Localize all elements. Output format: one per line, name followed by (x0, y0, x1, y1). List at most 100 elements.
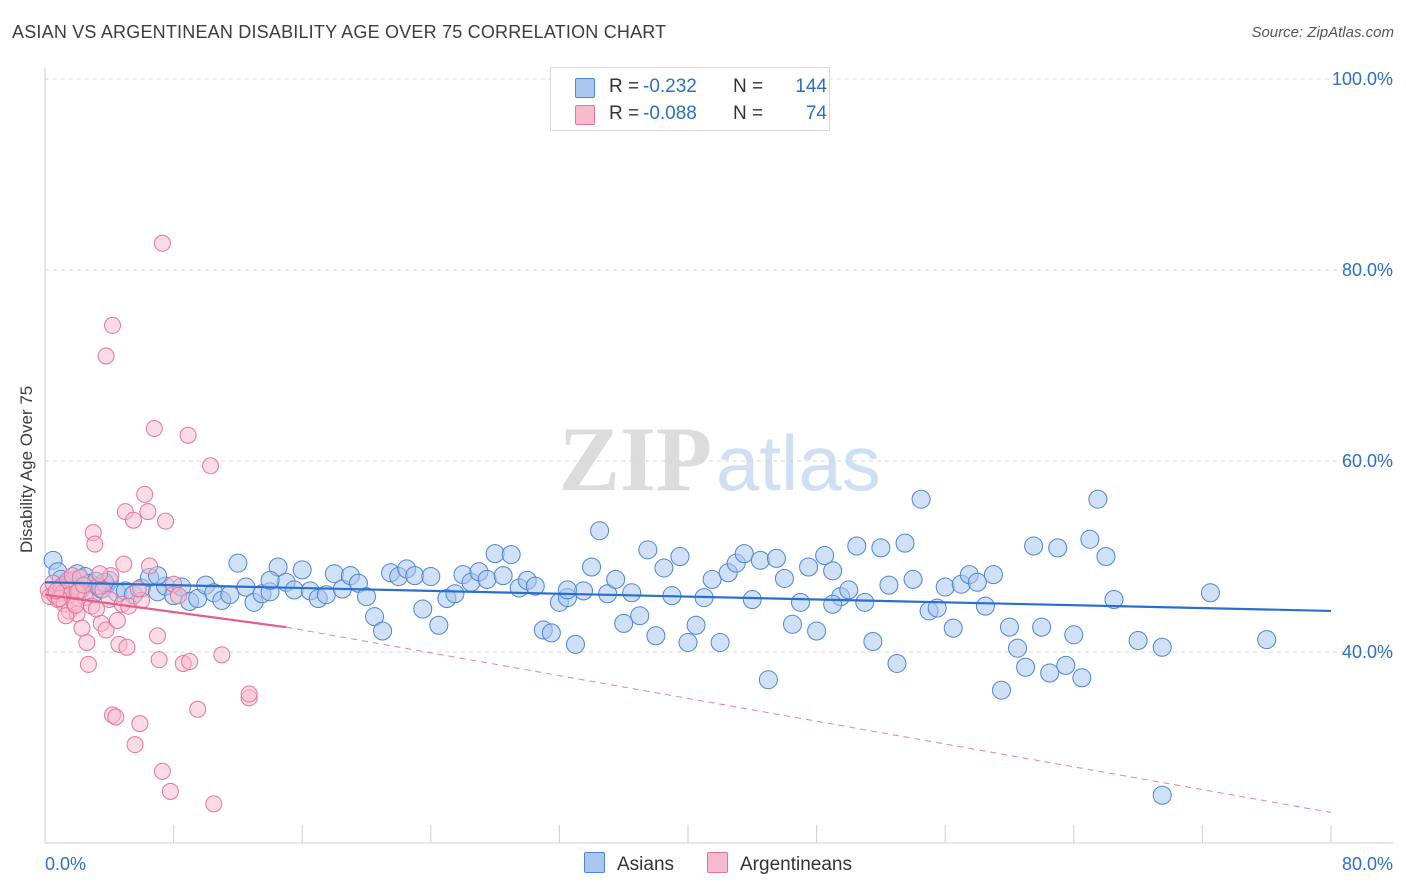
watermark-zip: ZIP (559, 408, 712, 510)
argentinean-point (139, 503, 157, 521)
asian-point (220, 585, 240, 605)
argentinean-point (126, 736, 144, 754)
asian-point (574, 581, 594, 601)
argentinean-point (213, 646, 231, 664)
asian-point (839, 580, 859, 600)
legend-r-value: -0.232 (643, 76, 697, 97)
bottom-legend-asians: Asians (584, 852, 674, 876)
y-tick-label: 80.0% (1342, 260, 1393, 280)
legend-n-value: 74 (805, 103, 827, 124)
asian-point (983, 565, 1003, 585)
asian-point (847, 536, 867, 556)
asian-point (582, 557, 602, 577)
asian-point (758, 670, 778, 690)
legend-n-value: 144 (795, 76, 827, 97)
argentinean-point (149, 627, 167, 645)
x-tick-label: 80.0% (1342, 854, 1393, 874)
asian-point (927, 598, 947, 618)
asian-point (525, 576, 545, 596)
asian-point (1008, 638, 1028, 658)
argentinean-trend-line (44, 593, 287, 629)
asian-point (702, 569, 722, 589)
asian-point (565, 634, 585, 654)
chart-title: ASIAN VS ARGENTINEAN DISABILITY AGE OVER… (12, 22, 667, 42)
argentinean-point (97, 347, 115, 365)
x-tick-label: 0.0% (45, 854, 86, 874)
asian-point (678, 632, 698, 652)
asian-point (1200, 583, 1220, 603)
argentinean-point (97, 621, 115, 639)
argentinean-point (108, 611, 126, 629)
asian-point (429, 615, 449, 635)
asian-point (734, 544, 754, 564)
argentinean-point (140, 557, 158, 575)
asian-point (710, 632, 730, 652)
argentinean-point (157, 512, 175, 530)
asian-point (863, 631, 883, 651)
asian-point (799, 557, 819, 577)
asian-point (590, 521, 610, 541)
watermark-atlas: atlas (716, 419, 881, 507)
argentinean-point (153, 762, 171, 780)
argentinean-point (86, 535, 104, 553)
correlation-legend: R = -0.232 N = 144 R = -0.088 N = 74 (550, 67, 830, 131)
asian-point (967, 572, 987, 592)
asian-point (1128, 631, 1148, 651)
asian-point (646, 626, 666, 646)
asian-point (365, 607, 385, 627)
asian-point (766, 548, 786, 568)
asian-point (445, 584, 465, 604)
asian-point (807, 621, 827, 641)
asian-point (541, 623, 561, 643)
asian-point (357, 587, 376, 607)
asian-point (879, 575, 899, 595)
asian-point (421, 567, 441, 587)
asian-point (823, 594, 843, 614)
asian-point (557, 580, 577, 600)
argentinean-point (202, 457, 220, 475)
argentinean-trend-extension (286, 626, 1332, 813)
legend-r-value: -0.088 (643, 103, 697, 124)
asian-point (260, 570, 280, 590)
argentinean-point (118, 638, 136, 656)
asian-point (405, 566, 425, 586)
argentinean-point (145, 420, 163, 438)
asian-point (871, 538, 891, 558)
asian-point (1104, 589, 1124, 609)
legend-swatch-asians (575, 78, 595, 98)
argentinean-point (73, 619, 91, 637)
asian-point (895, 533, 915, 553)
asian-point (991, 680, 1011, 700)
legend-r-label: R = (609, 103, 640, 124)
argentinean-point (75, 576, 93, 594)
asian-point (975, 596, 995, 616)
argentinean-point (67, 596, 85, 614)
asian-point (1064, 625, 1084, 645)
asian-point (782, 614, 802, 634)
asian-point (911, 489, 931, 509)
legend-swatch-argentineans (575, 105, 595, 125)
bottom-legend-label-argentineans: Argentineans (740, 854, 852, 875)
asian-point (943, 618, 963, 638)
asian-point (935, 577, 955, 597)
asian-point (630, 606, 650, 626)
asian-point (686, 615, 706, 635)
asian-point (815, 546, 835, 566)
asian-point (742, 589, 762, 609)
y-tick-label: 60.0% (1342, 451, 1393, 471)
asian-point (1152, 637, 1172, 657)
argentinean-point (115, 555, 133, 573)
argentinean-point (179, 426, 197, 444)
argentinean-point (79, 655, 97, 673)
legend-r-label: R = (609, 76, 640, 97)
legend-n-label: N = (733, 103, 764, 124)
y-tick-label: 40.0% (1342, 642, 1393, 662)
asian-point (1072, 668, 1092, 688)
asian-point (1096, 547, 1116, 566)
asian-point (622, 583, 642, 603)
asian-point (485, 544, 505, 564)
source-label: Source: ZipAtlas.com (1251, 24, 1394, 41)
argentinean-point (107, 708, 125, 726)
asian-point (774, 568, 794, 588)
